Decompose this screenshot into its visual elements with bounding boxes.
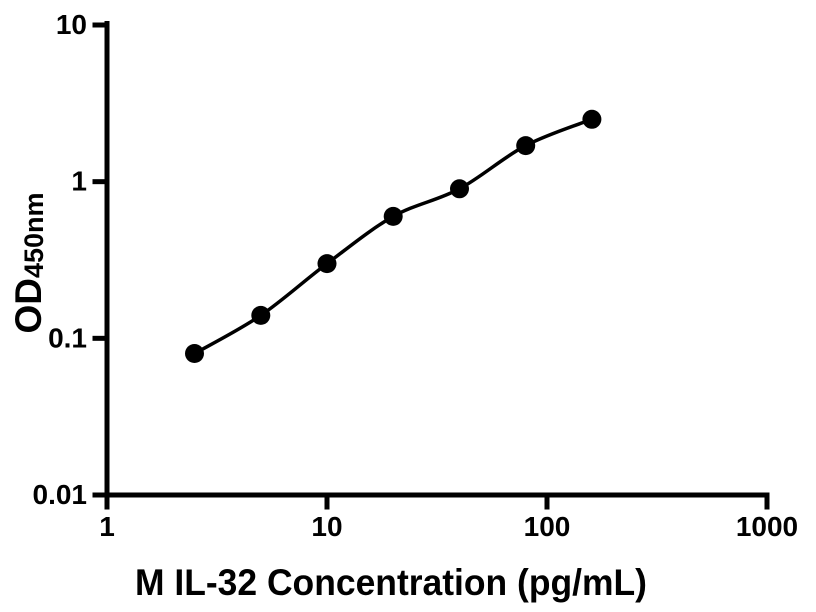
y-axis-title-main: OD bbox=[8, 278, 49, 334]
x-tick-label-1000: 1000 bbox=[736, 511, 798, 542]
data-point-5 bbox=[251, 305, 271, 325]
y-tick-label-0.1: 0.1 bbox=[48, 322, 87, 353]
y-tick-label-0.01: 0.01 bbox=[33, 479, 88, 510]
axis-spines bbox=[104, 21, 770, 498]
y-axis-title: OD450nm bbox=[8, 192, 49, 333]
tick-marks bbox=[92, 22, 770, 510]
data-point-2.5 bbox=[185, 344, 204, 363]
data-point-160 bbox=[582, 109, 602, 129]
y-tick-label-10: 10 bbox=[56, 9, 87, 40]
x-tick-label-1: 1 bbox=[99, 511, 115, 542]
y-axis-title-subscript: 450nm bbox=[19, 192, 49, 278]
data-point-20 bbox=[383, 206, 403, 226]
x-tick-label-100: 100 bbox=[524, 511, 571, 542]
data-point-40 bbox=[450, 179, 469, 199]
data-points bbox=[185, 109, 602, 363]
data-point-10 bbox=[317, 254, 337, 274]
tick-labels: 0.01 0.1 1 10 1 10 100 1000 bbox=[33, 9, 799, 542]
x-tick-label-10: 10 bbox=[311, 511, 342, 542]
y-tick-label-1: 1 bbox=[71, 166, 87, 197]
data-point-80 bbox=[516, 136, 536, 156]
x-axis-title: M IL-32 Concentration (pg/mL) bbox=[135, 562, 647, 603]
